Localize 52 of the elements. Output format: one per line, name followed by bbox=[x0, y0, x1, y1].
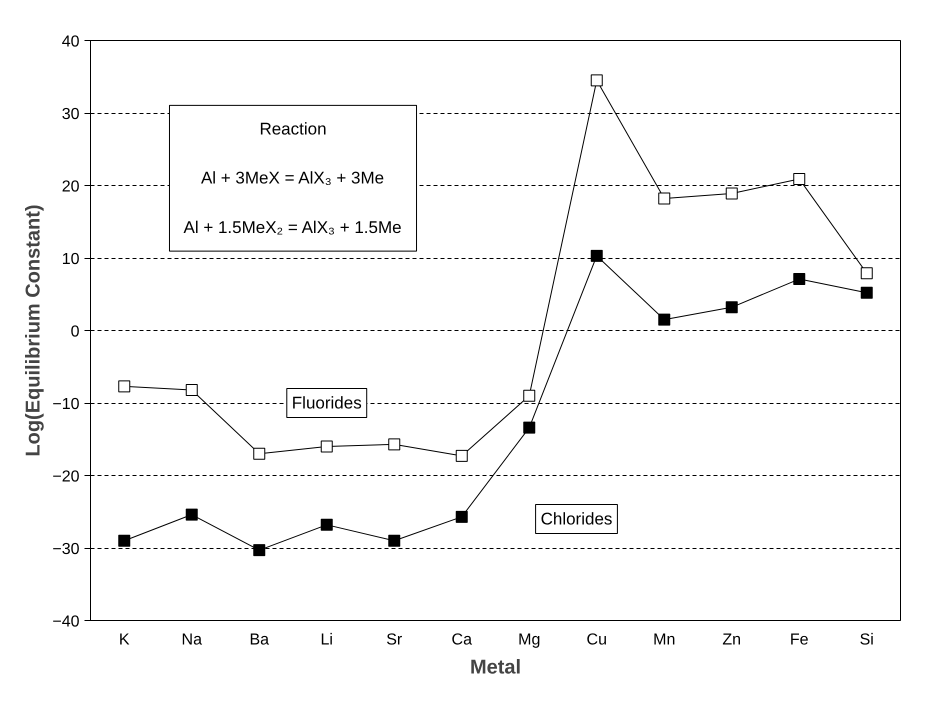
y-axis-title: Log(Equilibrium Constant) bbox=[22, 204, 44, 457]
y-tick-label: −40 bbox=[52, 614, 80, 630]
y-tick-label: −20 bbox=[52, 468, 80, 486]
point bbox=[860, 286, 873, 299]
point bbox=[658, 314, 670, 326]
y-tick-label: 10 bbox=[62, 251, 80, 268]
y-tick-label: −30 bbox=[52, 541, 80, 558]
point bbox=[253, 448, 266, 460]
point bbox=[186, 508, 198, 521]
point bbox=[320, 518, 333, 531]
x-tick-label: Cu bbox=[586, 632, 607, 648]
x-tick-label: Mg bbox=[518, 632, 540, 648]
point bbox=[523, 422, 536, 434]
y-tick-label: 0 bbox=[70, 324, 80, 340]
y-tick-label: 30 bbox=[62, 106, 80, 123]
y-tick-label: 40 bbox=[62, 34, 80, 50]
point bbox=[658, 192, 670, 205]
point bbox=[253, 544, 266, 556]
x-tick-label: Sr bbox=[386, 632, 403, 648]
annotation: Chlorides bbox=[540, 510, 612, 528]
point bbox=[726, 301, 738, 314]
point bbox=[590, 74, 603, 86]
x-tick-label: Na bbox=[182, 632, 202, 648]
x-tick-label: Ba bbox=[249, 632, 270, 648]
point bbox=[388, 534, 400, 547]
point bbox=[726, 187, 738, 200]
point bbox=[118, 534, 130, 547]
y-tick-label: −10 bbox=[52, 396, 80, 413]
point bbox=[388, 438, 400, 450]
point bbox=[793, 172, 806, 185]
annotation: Al + 1.5MeX₂ = AlX₃ + 1.5Me bbox=[183, 218, 402, 238]
point bbox=[186, 384, 198, 396]
point bbox=[793, 273, 806, 286]
point bbox=[523, 390, 536, 402]
x-tick-label: Si bbox=[860, 632, 874, 648]
x-tick-label: Fe bbox=[790, 632, 809, 648]
annotation: Fluorides bbox=[292, 394, 362, 412]
point bbox=[118, 380, 130, 392]
point bbox=[860, 267, 873, 280]
x-tick-label: Ca bbox=[452, 632, 472, 648]
x-axis-title: Metal bbox=[470, 656, 522, 678]
x-tick-label: Mn bbox=[653, 632, 676, 648]
annotation: Reaction bbox=[259, 119, 327, 138]
x-tick-label: Li bbox=[320, 632, 333, 648]
annotation: Al + 3MeX = AlX₃ + 3Me bbox=[200, 168, 384, 188]
point bbox=[456, 510, 468, 523]
x-tick-label: K bbox=[118, 632, 130, 648]
point bbox=[320, 440, 333, 452]
point bbox=[590, 250, 603, 262]
x-tick-label: Zn bbox=[722, 632, 742, 648]
y-tick-label: 20 bbox=[62, 178, 80, 196]
point bbox=[456, 450, 468, 462]
